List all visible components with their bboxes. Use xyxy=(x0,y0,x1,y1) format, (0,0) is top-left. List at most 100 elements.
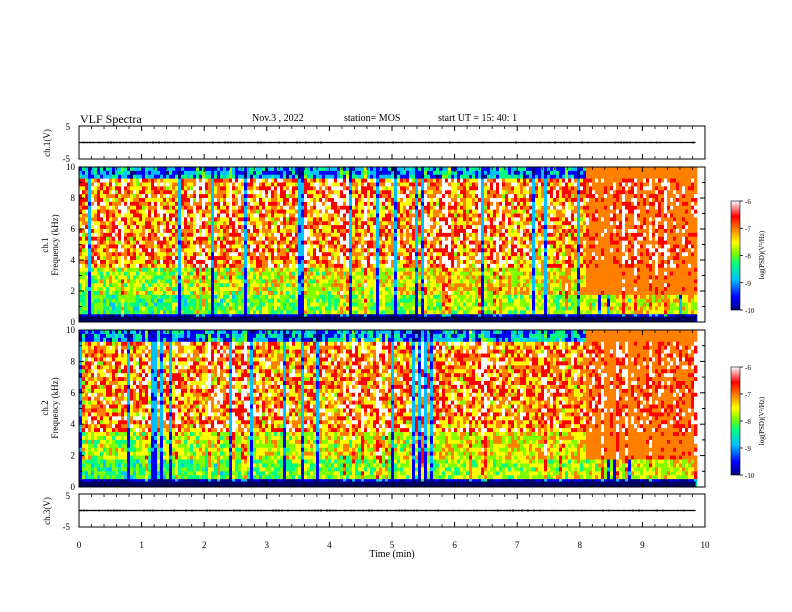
heatmap-cell xyxy=(346,232,350,238)
heatmap-cell xyxy=(157,287,161,292)
heatmap-cell xyxy=(97,221,101,226)
heatmap-cell xyxy=(136,256,140,261)
heatmap-cell xyxy=(307,283,311,288)
heatmap-cell xyxy=(169,263,173,269)
heatmap-cell xyxy=(217,240,221,245)
heatmap-cell xyxy=(142,182,146,187)
heatmap-cell xyxy=(250,287,254,292)
heatmap-cell xyxy=(421,240,425,245)
heatmap-cell xyxy=(280,170,284,176)
heatmap-cell xyxy=(178,248,182,253)
heatmap-cell xyxy=(163,209,167,214)
heatmap-cell xyxy=(184,302,188,307)
heatmap-cell xyxy=(385,302,389,307)
heatmap-cell xyxy=(337,275,341,280)
heatmap-cell xyxy=(241,182,245,187)
heatmap-cell xyxy=(163,232,167,238)
heatmap-cell xyxy=(256,201,260,207)
heatmap-cell xyxy=(310,256,314,261)
heatmap-cell xyxy=(397,167,401,172)
heatmap-cell xyxy=(139,225,143,230)
heatmap-cell xyxy=(82,256,86,261)
heatmap-cell xyxy=(250,310,254,315)
heatmap-cell xyxy=(226,209,230,214)
heatmap-cell xyxy=(301,225,305,230)
heatmap-cell xyxy=(322,178,326,183)
heatmap-cell xyxy=(184,190,188,195)
heatmap-cell xyxy=(400,194,404,199)
heatmap-cell xyxy=(142,306,146,311)
heatmap-cell xyxy=(301,287,305,292)
heatmap-cell xyxy=(283,267,287,272)
heatmap-cell xyxy=(307,263,311,269)
heatmap-cell xyxy=(340,263,344,269)
heatmap-cell xyxy=(364,287,368,292)
heatmap-cell xyxy=(295,271,299,276)
heatmap-cell xyxy=(202,240,206,245)
heatmap-cell xyxy=(412,283,416,288)
heatmap-cell xyxy=(268,167,272,172)
heatmap-cell xyxy=(379,170,383,176)
heatmap-cell xyxy=(217,217,221,222)
heatmap-cell xyxy=(334,236,338,241)
heatmap-cell xyxy=(94,244,98,249)
heatmap-cell xyxy=(160,217,164,222)
heatmap-cell xyxy=(295,283,299,288)
heatmap-cell xyxy=(355,252,359,257)
heatmap-cell xyxy=(127,221,131,226)
heatmap-cell xyxy=(133,194,137,199)
heatmap-cell xyxy=(367,205,371,210)
heatmap-cell xyxy=(337,174,341,179)
heatmap-cell xyxy=(136,252,140,257)
heatmap-cell xyxy=(151,314,155,319)
heatmap-cell xyxy=(343,294,347,300)
heatmap-cell xyxy=(241,240,245,245)
heatmap-cell xyxy=(79,178,83,183)
heatmap-cell xyxy=(409,294,413,300)
heatmap-cell xyxy=(349,294,353,300)
heatmap-cell xyxy=(79,310,83,315)
heatmap-cell xyxy=(391,271,395,276)
heatmap-cell xyxy=(316,201,320,207)
heatmap-cell xyxy=(406,186,410,191)
heatmap-cell xyxy=(328,298,332,303)
heatmap-cell xyxy=(235,291,239,296)
heatmap-cell xyxy=(160,294,164,300)
heatmap-cell xyxy=(175,248,179,253)
heatmap-cell xyxy=(421,306,425,311)
heatmap-cell xyxy=(256,314,260,319)
heatmap-cell xyxy=(235,198,239,203)
heatmap-cell xyxy=(358,275,362,280)
heatmap-cell xyxy=(334,244,338,249)
heatmap-cell xyxy=(217,302,221,307)
heatmap-cell xyxy=(127,225,131,230)
heatmap-cell xyxy=(100,236,104,241)
heatmap-cell xyxy=(94,267,98,272)
date-label: Nov.3 , 2022 xyxy=(252,113,304,124)
heatmap-cell xyxy=(172,302,176,307)
heatmap-cell xyxy=(169,267,173,272)
heatmap-cell xyxy=(337,229,341,234)
heatmap-cell xyxy=(166,291,170,296)
heatmap-cell xyxy=(181,174,185,179)
heatmap-cell xyxy=(382,170,386,176)
heatmap-cell xyxy=(199,310,203,315)
heatmap-cell xyxy=(304,283,308,288)
heatmap-cell xyxy=(376,310,380,315)
heatmap-cell xyxy=(106,314,110,319)
heatmap-cell xyxy=(358,170,362,176)
heatmap-cell xyxy=(121,248,125,253)
heatmap-column xyxy=(310,167,314,323)
heatmap-column xyxy=(412,167,416,323)
heatmap-cell xyxy=(334,190,338,195)
heatmap-cell xyxy=(268,190,272,195)
heatmap-cell xyxy=(301,310,305,315)
heatmap-cell xyxy=(109,221,113,226)
heatmap-cell xyxy=(388,310,392,315)
heatmap-cell xyxy=(406,217,410,222)
heatmap-cell xyxy=(292,167,296,172)
heatmap-cell xyxy=(265,178,269,183)
heatmap-cell xyxy=(355,271,359,276)
heatmap-cell xyxy=(88,182,92,187)
heatmap-cell xyxy=(385,221,389,226)
